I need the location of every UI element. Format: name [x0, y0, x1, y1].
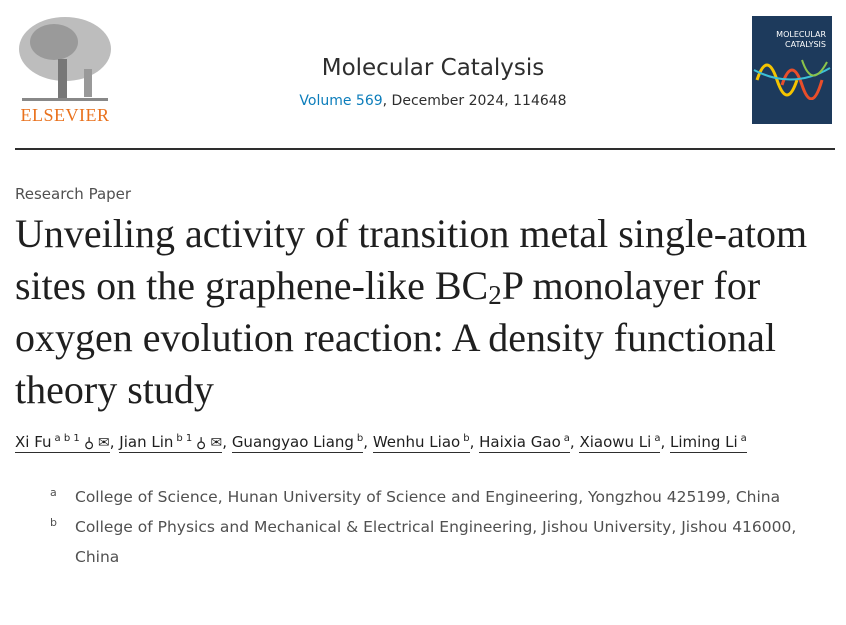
cover-art	[753, 59, 831, 101]
separator: ,	[363, 433, 373, 451]
author-name: Jian Lin	[119, 433, 174, 451]
affiliation: a College of Science, Hunan University of…	[50, 482, 835, 512]
author-link[interactable]: Xi Fu a b 1 ⚲ ✉	[15, 433, 110, 453]
author-affiliation-marks: b	[463, 433, 470, 444]
affiliation-label: b	[50, 516, 57, 529]
affiliation: b College of Physics and Mechanical & Ele…	[50, 512, 835, 572]
separator: ,	[109, 433, 120, 451]
article-header: Research Paper Unveiling activity of tra…	[15, 184, 835, 572]
title-text-1: Unveiling activity of transition metal s…	[15, 211, 808, 308]
author-name: Wenhu Liao	[372, 433, 461, 451]
author-affiliation-marks: b	[356, 433, 364, 444]
header-divider	[15, 148, 835, 150]
author-link[interactable]: Jian Lin b 1 ⚲ ✉	[119, 433, 223, 453]
author-name: Guangyao Liang	[231, 433, 354, 451]
volume-info: Volume 569, December 2024, 114648	[200, 92, 666, 110]
journal-cover[interactable]: MOLECULAR CATALYSIS	[752, 16, 832, 124]
title-subscript: 2	[488, 280, 502, 310]
author-name: Haixia Gao	[479, 433, 561, 451]
separator: ,	[660, 433, 671, 451]
envelope-icon: ✉	[98, 435, 110, 451]
cover-title: MOLECULAR CATALYSIS	[776, 30, 826, 49]
separator: ,	[222, 433, 232, 451]
author-name: Liming Li	[670, 433, 738, 451]
volume-link[interactable]: Volume 569	[299, 93, 383, 109]
separator: ,	[469, 433, 480, 451]
elsevier-logo-text: ELSEVIER	[20, 105, 110, 125]
elsevier-tree-logo[interactable]	[14, 14, 116, 104]
author-link[interactable]: Haixia Gao a	[479, 433, 570, 453]
issue-date: , December 2024, 114648	[382, 93, 567, 109]
author-affiliation-marks: a	[654, 433, 661, 444]
author-link[interactable]: Xiaowu Li a	[579, 433, 661, 453]
title-text-2: P monolayer for oxygen evolution reactio…	[15, 263, 776, 412]
article-type: Research Paper	[15, 185, 132, 203]
author-affiliation-marks: a	[563, 433, 570, 444]
affiliation-text: College of Science, Hunan University of …	[75, 488, 781, 506]
affiliation-label: a	[50, 486, 57, 499]
author-list: Xi Fu a b 1 ⚲ ✉, Jian Lin b 1 ⚲ ✉, Guangyao Li…	[15, 430, 835, 454]
author-affiliation-marks: a	[740, 433, 747, 444]
affiliations: a College of Science, Hunan University of…	[50, 482, 835, 572]
author-link[interactable]: Guangyao Liang b	[231, 433, 364, 453]
separator: ,	[569, 433, 580, 451]
author-name: Xi Fu	[15, 433, 52, 451]
author-affiliation-marks: a b 1	[54, 433, 80, 444]
journal-title[interactable]: Molecular Catalysis	[321, 55, 545, 81]
author-link[interactable]: Wenhu Liao b	[372, 433, 470, 453]
author-name: Xiaowu Li	[579, 433, 652, 451]
affiliation-text: College of Physics and Mechanical & Elec…	[75, 518, 797, 566]
author-affiliation-marks: b 1	[176, 433, 193, 444]
author-link[interactable]: Liming Li a	[670, 433, 747, 453]
envelope-icon: ✉	[210, 435, 223, 451]
article-title: Unveiling activity of transition metal s…	[15, 208, 835, 416]
